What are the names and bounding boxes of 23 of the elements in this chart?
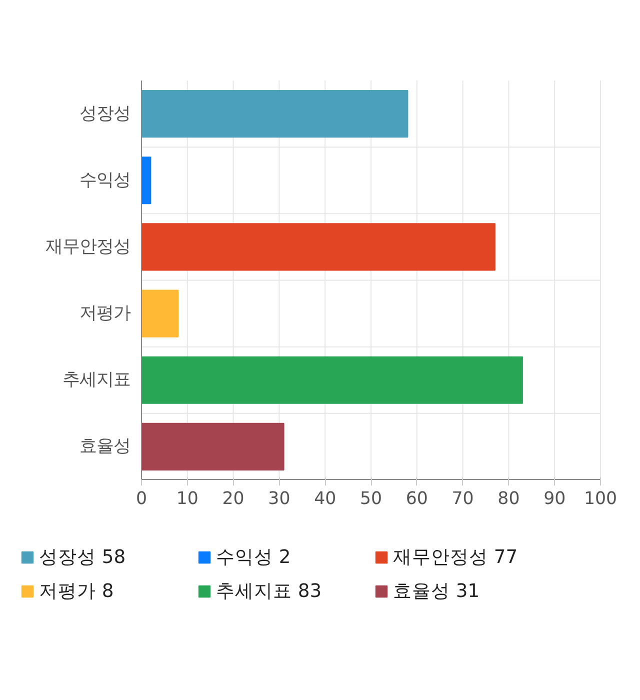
x-tick-label: 100 — [584, 488, 618, 509]
legend-label: 재무안정성 77 — [393, 546, 519, 570]
x-tick-label: 60 — [406, 488, 428, 509]
x-tick-label: 20 — [222, 488, 244, 509]
x-tick-label: 90 — [544, 488, 566, 509]
x-tick-label: 30 — [268, 488, 290, 509]
legend-label: 저평가 8 — [39, 580, 115, 604]
x-tick-label: 70 — [452, 488, 474, 509]
y-tick-label: 저평가 — [80, 304, 130, 324]
x-tick-label: 10 — [176, 488, 198, 509]
y-tick-label: 성장성 — [80, 104, 130, 124]
x-tick-label: 0 — [136, 488, 148, 509]
y-tick-label: 재무안정성 — [46, 236, 130, 257]
y-tick-label: 수익성 — [80, 170, 130, 190]
x-tick-label: 50 — [360, 488, 382, 509]
x-tick-label: 40 — [314, 488, 336, 509]
x-tick-label: 80 — [498, 488, 520, 509]
y-tick-label: 효율성 — [80, 436, 130, 457]
y-tick-label: 추세지표 — [62, 370, 130, 390]
legend-label: 효율성 31 — [393, 580, 481, 604]
legend-label: 성장성 58 — [39, 546, 127, 570]
legend-label: 추세지표 83 — [216, 580, 323, 604]
legend-label: 수익성 2 — [216, 546, 292, 570]
